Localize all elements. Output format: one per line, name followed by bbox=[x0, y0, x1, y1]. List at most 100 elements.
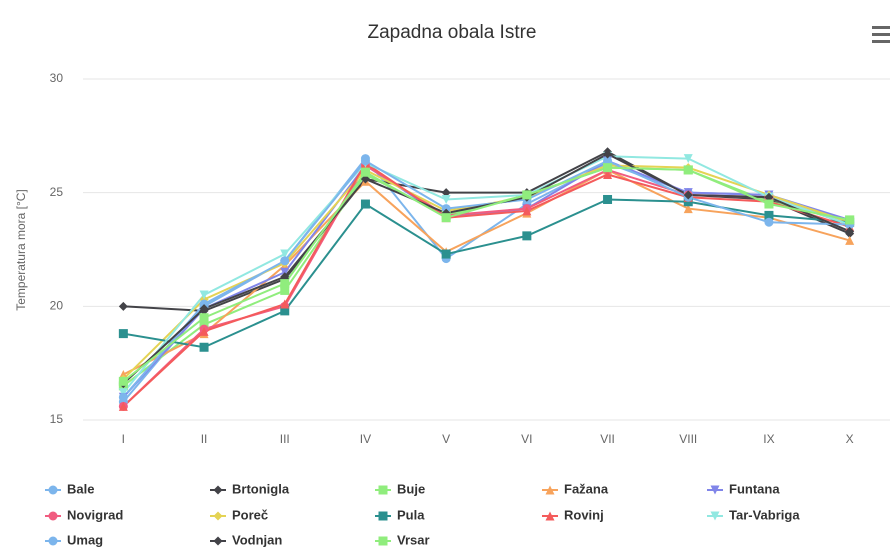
data-point bbox=[683, 165, 693, 175]
data-point bbox=[603, 194, 613, 204]
data-point bbox=[118, 370, 128, 380]
data-point bbox=[280, 256, 290, 266]
data-point bbox=[683, 154, 693, 164]
data-point bbox=[280, 285, 290, 295]
data-point bbox=[280, 272, 290, 282]
data-point bbox=[441, 188, 451, 198]
legend-label: Vrsar bbox=[397, 532, 430, 547]
data-point bbox=[118, 329, 128, 339]
data-point bbox=[603, 149, 613, 159]
legend-label: Brtonigla bbox=[232, 481, 290, 496]
x-tick-label: X bbox=[846, 432, 854, 446]
x-tick-label: VI bbox=[521, 432, 532, 446]
legend-label: Poreč bbox=[232, 507, 268, 522]
data-point bbox=[199, 320, 209, 330]
data-point bbox=[280, 267, 290, 277]
legend-marker bbox=[48, 536, 58, 546]
legend-label: Fažana bbox=[564, 481, 609, 496]
menu-bar[interactable] bbox=[872, 26, 890, 29]
legend-marker bbox=[213, 511, 223, 521]
data-point bbox=[522, 190, 532, 200]
series-line bbox=[122, 166, 850, 383]
x-tick-label: IX bbox=[763, 432, 774, 446]
data-point bbox=[360, 167, 370, 177]
data-point bbox=[199, 299, 209, 309]
y-axis-label: Temperatura mora [°C] bbox=[14, 189, 28, 311]
legend-marker bbox=[710, 485, 720, 495]
legend-label: Umag bbox=[67, 532, 103, 547]
legend-label: Novigrad bbox=[67, 507, 123, 522]
data-point bbox=[280, 306, 290, 316]
data-point bbox=[360, 199, 370, 209]
data-point bbox=[764, 210, 774, 220]
legend-marker bbox=[378, 511, 388, 521]
y-tick-label: 15 bbox=[50, 412, 64, 426]
series-line bbox=[122, 161, 850, 408]
series-line bbox=[123, 198, 850, 349]
data-point bbox=[683, 190, 693, 200]
legend-marker bbox=[710, 511, 720, 521]
y-tick-label: 20 bbox=[50, 299, 64, 313]
data-point bbox=[199, 290, 209, 300]
data-point bbox=[845, 215, 855, 225]
legend-label: Pula bbox=[397, 507, 425, 522]
y-tick-label: 25 bbox=[50, 185, 64, 199]
series-line bbox=[122, 155, 850, 394]
legend-label: Funtana bbox=[729, 481, 780, 496]
data-point bbox=[199, 342, 209, 352]
data-point bbox=[118, 301, 128, 311]
x-tick-label: VIII bbox=[679, 432, 697, 446]
data-point bbox=[441, 213, 451, 223]
x-tick-label: VII bbox=[600, 432, 615, 446]
data-point bbox=[603, 169, 613, 179]
data-point bbox=[280, 249, 290, 259]
y-tick-label: 30 bbox=[50, 71, 64, 85]
chart-title: Zapadna obala Istre bbox=[367, 22, 536, 43]
data-point bbox=[199, 313, 209, 323]
data-point bbox=[683, 197, 693, 207]
data-point bbox=[764, 217, 774, 227]
series-line bbox=[122, 168, 850, 376]
data-point bbox=[683, 204, 693, 214]
legend-label: Tar-Vabriga bbox=[729, 507, 800, 522]
legend-marker bbox=[48, 511, 58, 521]
series-line bbox=[122, 152, 851, 385]
data-point bbox=[360, 174, 370, 184]
series-line bbox=[122, 159, 850, 398]
legend-marker bbox=[378, 536, 388, 546]
menu-bar[interactable] bbox=[872, 33, 890, 36]
x-tick-label: I bbox=[122, 432, 125, 446]
menu-bar[interactable] bbox=[872, 40, 890, 43]
x-tick-label: II bbox=[201, 432, 208, 446]
data-point bbox=[280, 299, 290, 309]
legend-label: Rovinj bbox=[564, 507, 604, 522]
legend-marker bbox=[213, 485, 223, 495]
data-point bbox=[441, 194, 451, 204]
legend-marker bbox=[545, 485, 555, 495]
data-point bbox=[603, 163, 613, 173]
legend-marker bbox=[545, 511, 555, 521]
x-tick-label: V bbox=[442, 432, 450, 446]
legend-marker bbox=[48, 485, 58, 495]
data-point bbox=[199, 326, 209, 336]
series-line bbox=[123, 150, 851, 312]
data-point bbox=[360, 156, 370, 166]
legend-label: Bale bbox=[67, 481, 94, 496]
data-point bbox=[603, 156, 613, 166]
data-point bbox=[764, 199, 774, 209]
data-point bbox=[845, 226, 855, 236]
menu-button[interactable] bbox=[872, 26, 890, 43]
data-point bbox=[118, 376, 128, 386]
data-point bbox=[441, 249, 451, 259]
data-point bbox=[118, 401, 128, 411]
legend-marker bbox=[213, 536, 223, 546]
data-point bbox=[845, 235, 855, 245]
legend-label: Vodnjan bbox=[232, 532, 282, 547]
x-tick-label: IV bbox=[360, 432, 371, 446]
legend-marker bbox=[378, 485, 388, 495]
data-point bbox=[764, 192, 774, 202]
series-line bbox=[122, 159, 850, 398]
x-tick-label: III bbox=[280, 432, 290, 446]
data-point bbox=[118, 388, 128, 398]
